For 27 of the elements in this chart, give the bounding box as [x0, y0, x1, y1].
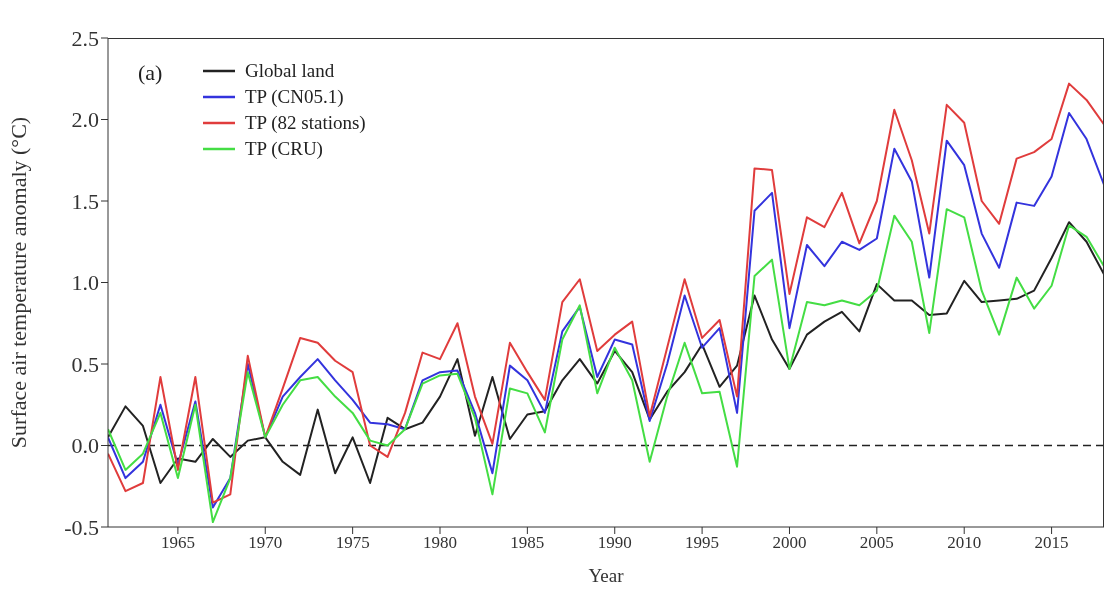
y-tick-label: 1.5 [71, 188, 99, 214]
line-series [108, 221, 1104, 484]
legend-label: Global land [245, 59, 335, 83]
y-tick-label: 2.0 [71, 107, 99, 133]
y-tick-label: 0.0 [71, 433, 99, 459]
y-tick-label: 0.5 [71, 351, 99, 377]
x-tick-label: 2015 [1034, 533, 1069, 553]
x-tick-label: 1980 [423, 533, 457, 553]
x-tick-label: 1965 [160, 533, 195, 553]
annotation: (a) [138, 60, 163, 86]
legend-label: TP (CRU) [245, 137, 323, 161]
legend-label: TP (CN05.1) [245, 85, 344, 109]
line-series [108, 208, 1104, 524]
y-tick-label: 1.0 [71, 270, 99, 296]
x-tick-label: 1990 [597, 533, 632, 553]
y-tick-label: -0.5 [64, 514, 99, 540]
y-tick-label: 2.5 [71, 25, 99, 51]
x-tick-label: 2005 [859, 533, 894, 553]
x-axis-title: Year [588, 565, 625, 586]
x-tick-label: 1970 [248, 533, 283, 553]
x-tick-label: 2010 [947, 533, 982, 553]
x-tick-label: 1975 [335, 533, 370, 553]
y-axis-title: Surface air temperature anomaly (°C) [5, 116, 31, 449]
legend-label: TP (82 stations) [245, 111, 366, 135]
x-tick-label: 2000 [772, 533, 807, 553]
x-tick-label: 1995 [685, 533, 720, 553]
x-tick-label: 1985 [510, 533, 545, 553]
